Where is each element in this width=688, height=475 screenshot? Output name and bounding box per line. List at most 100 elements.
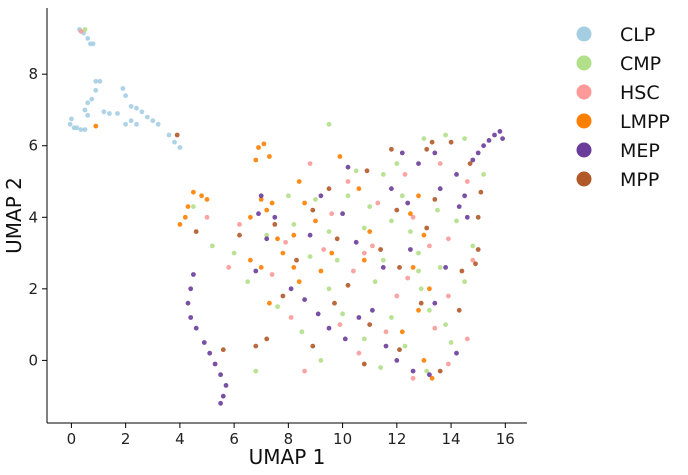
points-layer: [67, 27, 505, 406]
data-point: [201, 340, 207, 345]
legend-marker: [576, 26, 592, 42]
data-point: [326, 121, 332, 127]
data-point: [191, 189, 196, 195]
data-point: [82, 127, 88, 132]
legend-item-hsc: HSC: [576, 82, 660, 104]
data-point: [446, 293, 451, 299]
data-point: [258, 265, 264, 270]
y-tick-label: 4: [28, 208, 38, 226]
data-point: [370, 243, 375, 249]
data-point: [218, 372, 224, 378]
data-point: [85, 112, 91, 118]
data-point: [345, 164, 351, 170]
data-point: [275, 236, 280, 242]
legend-label: MEP: [620, 140, 660, 162]
data-point: [291, 232, 297, 238]
data-point: [408, 211, 413, 217]
data-point: [427, 372, 432, 378]
legend-label: LMPP: [620, 111, 670, 133]
data-point: [473, 261, 478, 267]
data-point: [418, 286, 424, 292]
data-point: [89, 96, 95, 102]
data-point: [291, 265, 297, 270]
data-point: [172, 139, 177, 145]
data-point: [237, 222, 242, 227]
data-point: [424, 225, 430, 231]
data-point: [467, 161, 473, 167]
data-point: [380, 265, 386, 270]
data-point: [408, 247, 413, 252]
data-point: [345, 179, 351, 184]
x-axis-label: UMAP 1: [249, 445, 326, 469]
data-point: [128, 118, 134, 124]
data-point: [429, 375, 435, 381]
data-point: [437, 161, 443, 167]
data-point: [416, 193, 421, 199]
series-cmp: [82, 27, 486, 374]
data-point: [364, 168, 370, 174]
data-point: [464, 214, 470, 220]
data-point: [446, 236, 451, 242]
data-point: [67, 121, 73, 127]
legend-label: CMP: [620, 53, 661, 75]
data-point: [370, 307, 375, 313]
data-point: [299, 329, 305, 335]
data-point: [139, 109, 145, 115]
data-point: [405, 275, 411, 281]
data-point: [256, 211, 261, 217]
legend-marker: [576, 171, 592, 187]
data-point: [134, 121, 139, 127]
data-point: [361, 257, 367, 263]
data-point: [437, 265, 443, 270]
axes-layer: 0 2 4 6 8 10 12 14 16 0 2 4 6 8: [28, 8, 527, 448]
data-point: [115, 111, 120, 116]
data-point: [144, 114, 150, 120]
data-point: [78, 127, 84, 132]
data-point: [155, 121, 161, 127]
legend-label: MPP: [620, 169, 659, 191]
data-point: [486, 138, 492, 143]
data-point: [356, 315, 362, 320]
data-point: [326, 186, 332, 192]
data-point: [383, 343, 389, 349]
legend-item-clp: CLP: [576, 24, 655, 46]
data-point: [416, 161, 421, 167]
data-point: [410, 214, 416, 220]
data-point: [294, 257, 299, 263]
data-point: [356, 186, 362, 192]
data-point: [191, 204, 196, 210]
data-point: [410, 265, 416, 270]
data-point: [340, 211, 345, 217]
data-point: [497, 129, 503, 134]
data-point: [432, 197, 438, 202]
data-point: [356, 350, 362, 356]
data-point: [226, 265, 232, 270]
data-point: [177, 222, 183, 227]
data-point: [318, 358, 324, 363]
data-point: [462, 279, 467, 285]
data-point: [82, 27, 88, 32]
data-point: [275, 304, 280, 310]
data-point: [492, 132, 497, 138]
data-point: [429, 139, 435, 145]
data-point: [345, 282, 351, 288]
data-point: [283, 239, 288, 245]
data-point: [470, 157, 476, 163]
x-tick-label: 16: [496, 430, 515, 448]
data-point: [120, 86, 126, 91]
data-point: [204, 214, 210, 220]
data-point: [85, 36, 91, 41]
data-point: [475, 150, 481, 156]
data-point: [248, 257, 253, 263]
data-point: [337, 154, 343, 159]
data-point: [248, 214, 253, 220]
data-point: [500, 136, 505, 142]
data-point: [345, 193, 351, 199]
data-point: [326, 286, 332, 292]
series-hsc: [78, 28, 476, 381]
data-point: [313, 218, 318, 224]
data-point: [326, 229, 332, 235]
data-point: [464, 179, 470, 184]
data-point: [307, 161, 313, 167]
